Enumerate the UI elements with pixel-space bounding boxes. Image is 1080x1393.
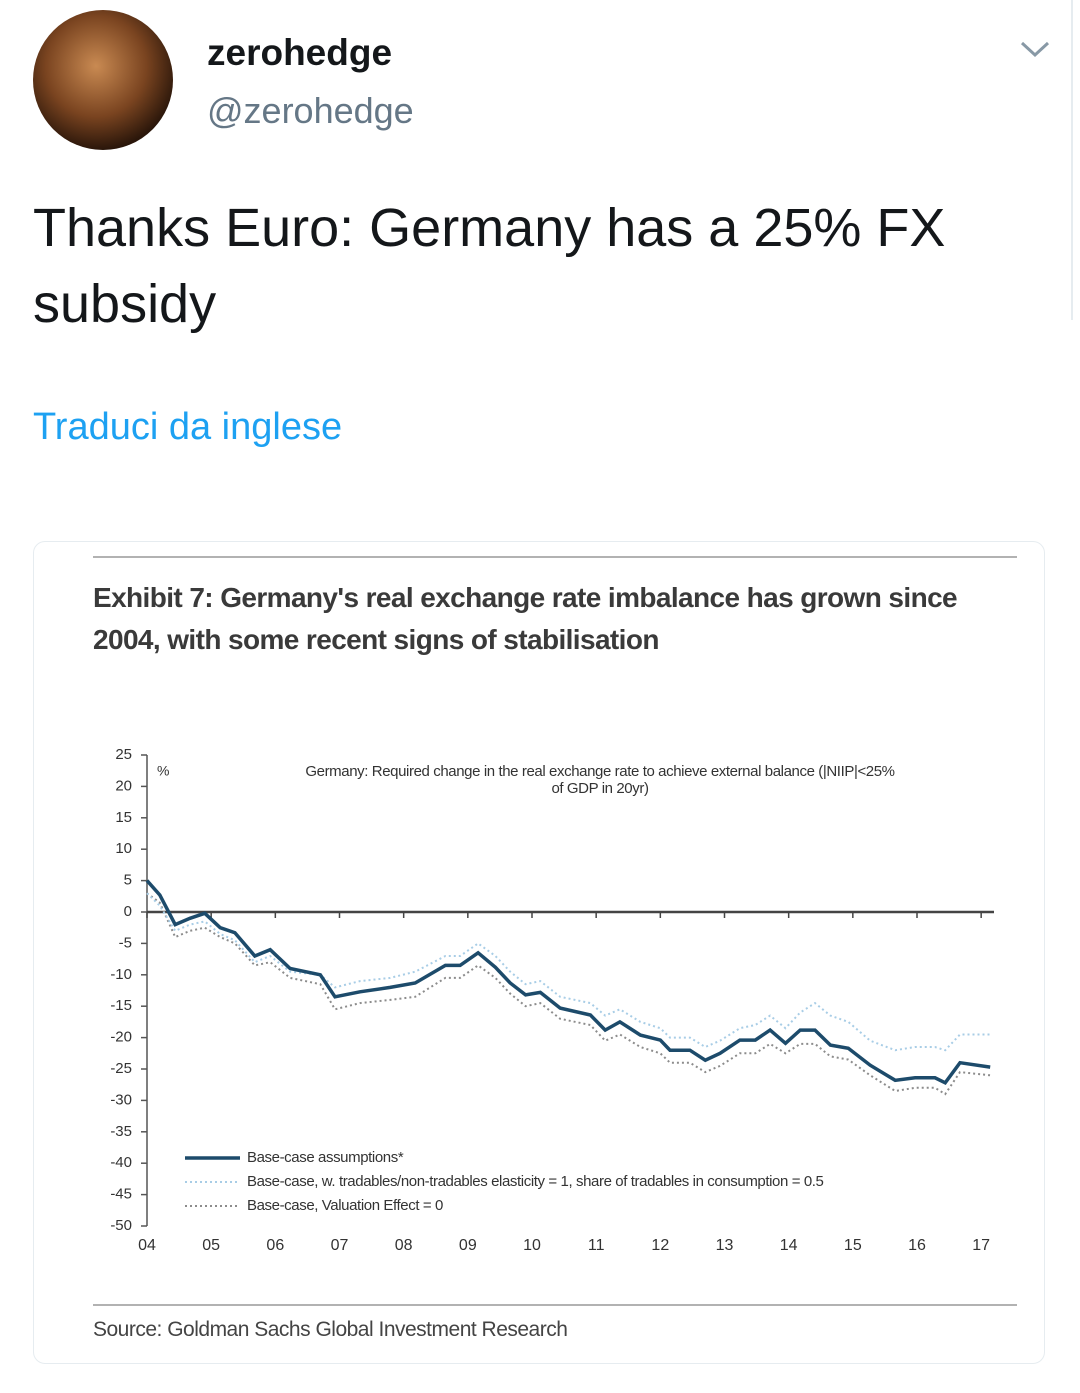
menu-chevron[interactable] xyxy=(1020,41,1050,58)
x-tick-label: 17 xyxy=(972,1237,990,1254)
x-tick-label: 14 xyxy=(780,1237,798,1254)
x-tick-label: 13 xyxy=(716,1237,734,1254)
media-card[interactable] xyxy=(33,541,1045,1364)
x-tick-label: 12 xyxy=(651,1237,669,1254)
chart-title: Exhibit 7: Germany's real exchange rate … xyxy=(93,582,958,655)
x-tick-label: 07 xyxy=(331,1237,349,1254)
x-tick-label: 05 xyxy=(202,1237,220,1254)
x-tick-label: 06 xyxy=(266,1237,284,1254)
y-tick-label: -10 xyxy=(110,966,132,983)
translate-link[interactable]: Traduci da inglese xyxy=(33,406,343,448)
x-tick-label: 08 xyxy=(395,1237,413,1254)
legend-label: Base-case assumptions* xyxy=(247,1149,404,1166)
series-line xyxy=(145,879,991,1086)
y-tick-label: -30 xyxy=(110,1091,132,1108)
y-tick-label: 20 xyxy=(115,777,132,794)
y-tick-label: -35 xyxy=(110,1123,132,1140)
y-tick-label: 0 xyxy=(124,903,132,920)
chart-subtitle: Germany: Required change in the real exc… xyxy=(305,763,895,797)
y-tick-label: -40 xyxy=(110,1154,132,1171)
series-line xyxy=(146,892,991,1052)
y-tick-label: -45 xyxy=(110,1186,132,1203)
x-tick-label: 09 xyxy=(459,1237,477,1254)
y-tick-label: -25 xyxy=(110,1060,132,1077)
y-tick-label: -15 xyxy=(110,997,132,1014)
legend-label: Base-case, Valuation Effect = 0 xyxy=(247,1197,443,1214)
x-tick-label: 10 xyxy=(523,1237,541,1254)
tweet-text: Thanks Euro: Germany has a 25% FX subsid… xyxy=(33,198,946,334)
avatar[interactable] xyxy=(33,10,173,150)
x-tick-label: 11 xyxy=(588,1237,605,1254)
x-tick-label: 04 xyxy=(138,1237,156,1254)
y-tick-label: 5 xyxy=(124,872,132,889)
y-tick-label: 15 xyxy=(115,809,132,826)
chart-source: Source: Goldman Sachs Global Investment … xyxy=(93,1318,568,1341)
x-tick-label: 16 xyxy=(908,1237,926,1254)
y-tick-label: 10 xyxy=(115,840,132,857)
handle[interactable]: @zerohedge xyxy=(207,90,414,131)
y-unit: % xyxy=(157,763,169,779)
y-tick-label: -5 xyxy=(119,934,132,951)
y-tick-label: 25 xyxy=(115,746,132,763)
y-tick-label: -50 xyxy=(110,1217,132,1234)
display-name[interactable]: zerohedge xyxy=(207,32,393,73)
y-tick-label: -20 xyxy=(110,1029,132,1046)
x-tick-label: 15 xyxy=(844,1237,862,1254)
legend-label: Base-case, w. tradables/non-tradables el… xyxy=(247,1173,824,1190)
